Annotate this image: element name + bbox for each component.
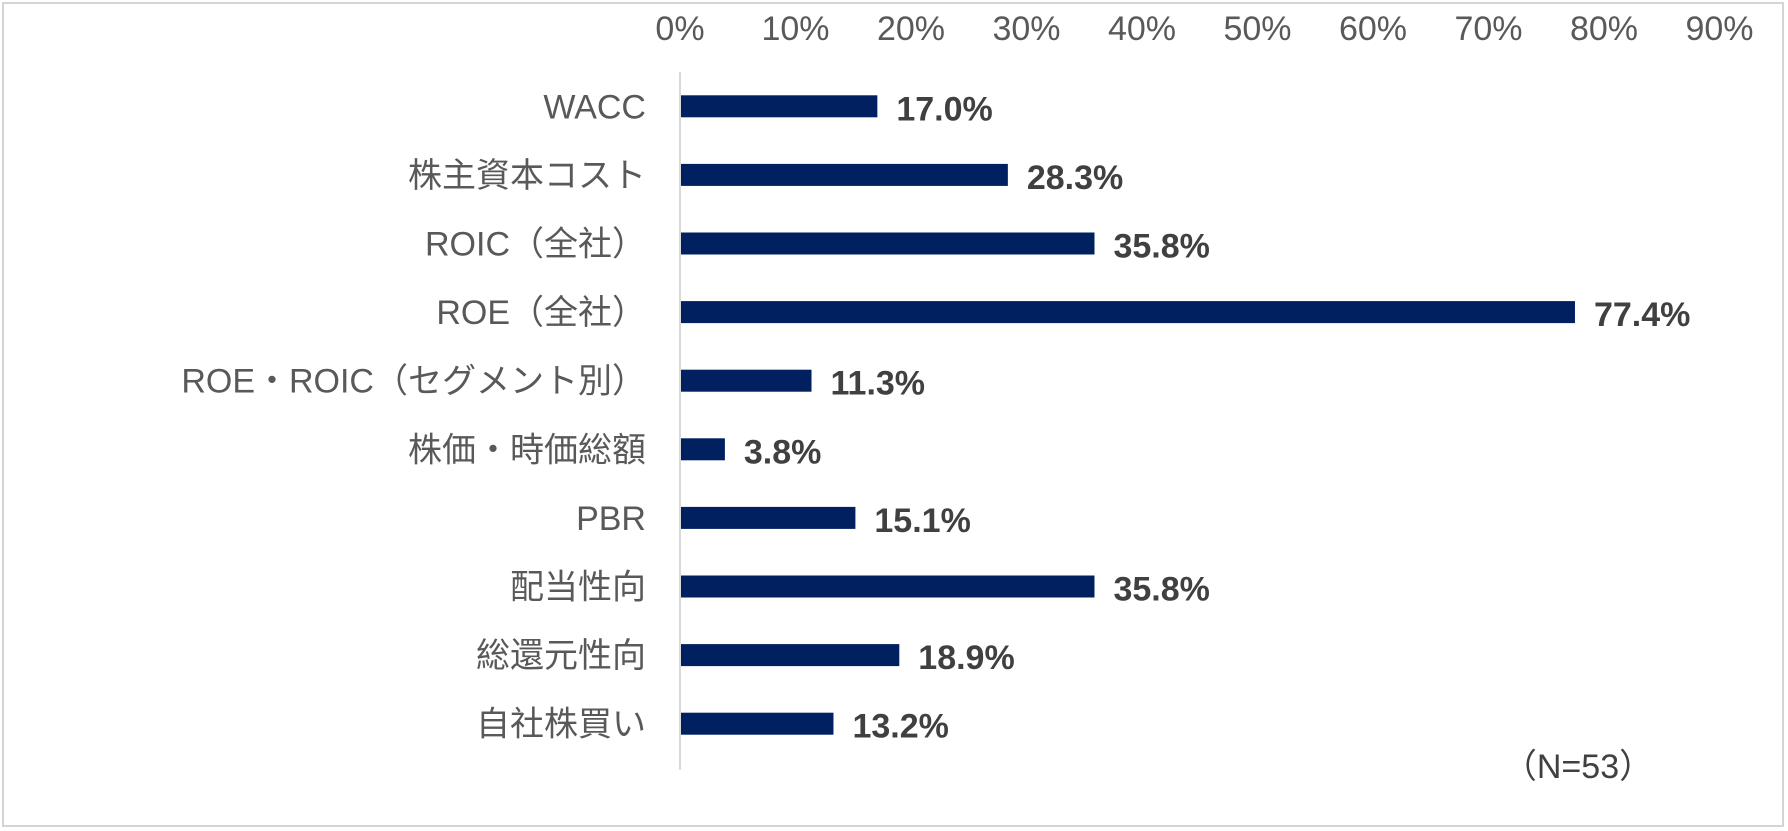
- x-tick-label: 70%: [1454, 10, 1522, 48]
- value-label: 15.1%: [874, 502, 970, 540]
- value-label: 3.8%: [744, 433, 822, 471]
- category-label: 株価・時価総額: [408, 431, 646, 469]
- category-label: PBR: [576, 500, 646, 538]
- category-label: ROE・ROIC（セグメント別）: [181, 363, 646, 401]
- bar: [681, 575, 1095, 598]
- bar: [681, 644, 900, 667]
- category-labels: WACC 株主資本コスト ROIC（全社） ROE（全社） ROE・ROIC（セグメント…: [181, 88, 646, 743]
- category-label: 総還元性向: [476, 637, 646, 675]
- bar: [681, 506, 856, 529]
- category-label: 株主資本コスト: [408, 157, 646, 195]
- value-labels: 17.0% 28.3% 35.8% 77.4% 11.3%3.8% 15.1% 35.8% 1…: [744, 90, 1690, 745]
- x-axis-ticks: 0% 10% 20% 30% 40% 50% 60% 70% 80% 90%: [655, 10, 1753, 48]
- value-label: 77.4%: [1594, 296, 1690, 334]
- x-tick-label: 20%: [877, 10, 945, 48]
- bar: [681, 95, 878, 118]
- value-label: 28.3%: [1027, 159, 1123, 197]
- x-tick-label: 10%: [761, 10, 829, 48]
- value-label: 18.9%: [918, 639, 1014, 677]
- bar: [681, 712, 834, 735]
- category-label: 自社株買い: [476, 706, 646, 744]
- bar: [681, 369, 812, 392]
- value-label: 35.8%: [1113, 571, 1209, 609]
- x-tick-label: 50%: [1223, 10, 1291, 48]
- bar: [681, 232, 1095, 255]
- category-label: ROE（全社）: [436, 294, 646, 332]
- bar: [681, 301, 1575, 324]
- x-tick-label: 40%: [1108, 10, 1176, 48]
- category-label: 配当性向: [510, 569, 646, 607]
- value-label: 13.2%: [852, 708, 948, 746]
- bars: [681, 95, 1575, 735]
- x-tick-label: 0%: [655, 10, 704, 48]
- x-tick-label: 90%: [1685, 10, 1753, 48]
- value-label: 35.8%: [1113, 228, 1209, 266]
- bar: [681, 438, 725, 461]
- x-tick-label: 80%: [1570, 10, 1638, 48]
- value-label: 17.0%: [896, 90, 992, 128]
- bar: [681, 163, 1008, 186]
- value-label: 11.3%: [831, 365, 926, 403]
- category-label: ROIC（全社）: [425, 226, 646, 264]
- x-tick-label: 60%: [1339, 10, 1407, 48]
- x-tick-label: 30%: [992, 10, 1060, 48]
- category-label: WACC: [543, 88, 646, 126]
- sample-size-note: （N=53）: [1503, 748, 1653, 786]
